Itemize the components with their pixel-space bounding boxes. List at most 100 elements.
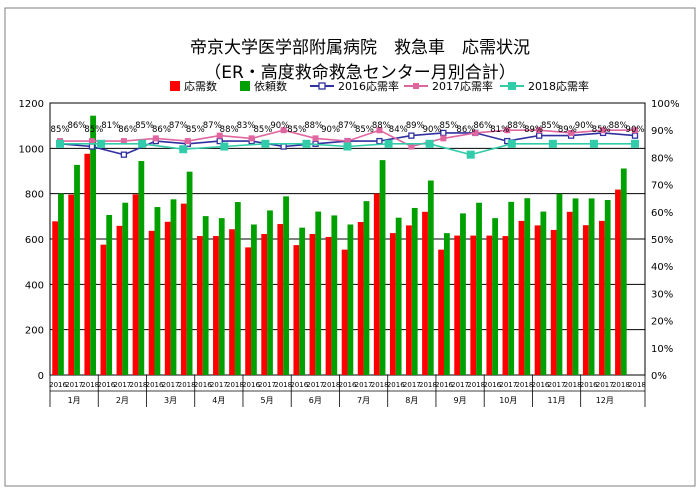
- x-tick-year: 2016: [483, 381, 501, 389]
- rate-label: 88%: [507, 121, 526, 131]
- rate-label: 86%: [456, 125, 475, 135]
- x-month-label: 12月: [596, 396, 614, 405]
- bar-accepted: [52, 221, 59, 375]
- x-month-label: 4月: [212, 396, 225, 405]
- bar-requested: [540, 211, 547, 375]
- x-tick-year: 2016: [49, 381, 67, 389]
- bar-requested: [476, 202, 482, 375]
- bar-accepted: [422, 211, 428, 375]
- rate-marker: [179, 145, 188, 154]
- bar-accepted: [373, 193, 380, 375]
- x-tick-year: 2017: [499, 381, 517, 389]
- y2-tick-label: 90%: [651, 126, 673, 137]
- x-tick-year: 2018: [419, 381, 437, 389]
- bar-accepted: [245, 247, 252, 375]
- bar-accepted: [261, 234, 268, 375]
- bar-requested: [443, 233, 450, 375]
- x-tick-year: 2016: [387, 381, 405, 389]
- rate-label: 90%: [575, 121, 594, 131]
- chart-subtitle: （ER・高度救命救急センター月別合計）: [204, 63, 516, 83]
- x-tick-year: 2018: [467, 381, 485, 389]
- x-tick-year: 2017: [210, 381, 228, 389]
- rate-marker: [97, 139, 106, 148]
- x-month-label: 6月: [309, 396, 322, 405]
- bar-accepted: [325, 236, 332, 375]
- y-tick-label: 200: [25, 326, 44, 337]
- rate-label: 86%: [118, 125, 137, 135]
- bar-accepted: [389, 233, 396, 375]
- bar-accepted: [486, 235, 493, 375]
- x-tick-year: 2016: [97, 381, 115, 389]
- bar-requested: [379, 160, 386, 375]
- bar-accepted: [277, 224, 284, 375]
- x-tick-year: 2016: [146, 381, 164, 389]
- rate-label: 89%: [524, 125, 543, 135]
- y-tick-label: 1200: [19, 99, 44, 110]
- rate-marker: [152, 135, 159, 142]
- x-tick-year: 2018: [178, 381, 196, 389]
- legend-marker: [413, 83, 419, 89]
- x-tick-year: 2018: [612, 381, 630, 389]
- rate-label: 90%: [423, 125, 442, 135]
- bar-requested: [58, 193, 64, 375]
- rate-label: 86%: [473, 121, 492, 131]
- x-month-label: 3月: [164, 396, 177, 405]
- bar-requested: [460, 213, 466, 375]
- x-tick-year: 2018: [274, 381, 292, 389]
- y2-tick-label: 70%: [651, 181, 673, 192]
- bar-accepted: [229, 229, 235, 375]
- bar-requested: [572, 198, 579, 375]
- rate-label: 90%: [321, 125, 340, 135]
- x-month-label: 1月: [68, 396, 81, 405]
- y2-tick-label: 20%: [651, 317, 673, 328]
- rate-marker: [504, 127, 511, 134]
- bar-requested: [427, 180, 434, 375]
- x-month-label: 10月: [499, 396, 517, 405]
- x-month-label: 8月: [405, 396, 418, 405]
- rate-label: 84%: [389, 125, 408, 135]
- rate-marker: [261, 139, 270, 148]
- rate-label: 85%: [440, 121, 459, 131]
- x-month-label: 7月: [357, 396, 370, 405]
- x-tick-year: 2018: [81, 381, 99, 389]
- rate-label: 86%: [152, 125, 171, 135]
- rate-marker: [120, 151, 128, 158]
- bar-accepted: [454, 235, 461, 375]
- bar-requested: [411, 207, 418, 375]
- bar-requested: [186, 171, 193, 375]
- y2-tick-label: 60%: [651, 208, 673, 219]
- x-tick-year: 2017: [596, 381, 614, 389]
- bar-accepted: [599, 220, 605, 375]
- rate-marker: [568, 129, 575, 136]
- bar-requested: [74, 164, 80, 375]
- x-tick-year: 2018: [628, 381, 646, 389]
- rate-marker: [220, 142, 229, 151]
- rate-marker: [88, 138, 95, 145]
- y-tick-label: 800: [25, 190, 44, 201]
- bar-accepted: [615, 189, 621, 375]
- rate-label: 81%: [101, 121, 120, 131]
- bar-requested: [170, 199, 177, 375]
- bar-accepted: [582, 225, 589, 375]
- bar-requested: [138, 161, 145, 375]
- bar-requested: [122, 202, 129, 375]
- y-tick-label: 1000: [19, 144, 44, 155]
- rate-marker: [408, 132, 415, 139]
- rate-marker: [302, 139, 311, 148]
- x-tick-year: 2016: [290, 381, 308, 389]
- x-tick-year: 2016: [194, 381, 212, 389]
- bar-requested: [588, 198, 595, 375]
- bar-accepted: [148, 230, 155, 375]
- x-tick-year: 2017: [403, 381, 421, 389]
- rate-label: 85%: [253, 125, 272, 135]
- y2-tick-label: 50%: [651, 235, 673, 246]
- x-tick-year: 2017: [258, 381, 276, 389]
- x-month-label: 2月: [116, 396, 129, 405]
- rate-label: 85%: [355, 125, 374, 135]
- rate-marker: [507, 139, 516, 148]
- rate-marker: [425, 139, 434, 148]
- bar-requested: [202, 216, 209, 375]
- rate-marker: [138, 139, 147, 148]
- rate-marker: [548, 139, 557, 148]
